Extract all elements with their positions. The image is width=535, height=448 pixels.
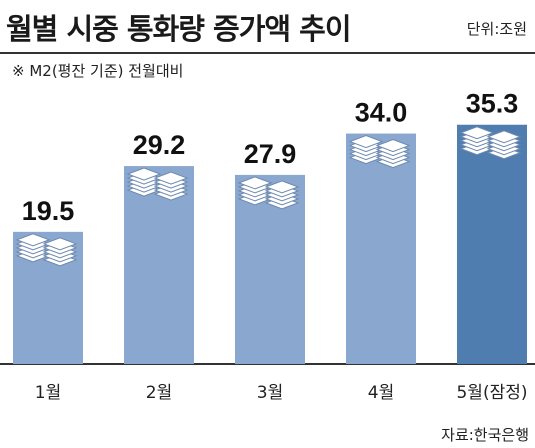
- bar: [457, 124, 527, 364]
- category-label: 3월: [257, 383, 283, 403]
- value-label: 19.5: [22, 196, 75, 226]
- bar: [346, 133, 416, 364]
- bar-group: [13, 231, 83, 364]
- money-stack-icon: [237, 176, 300, 210]
- value-label: 29.2: [133, 130, 186, 160]
- bar-group: [457, 124, 527, 364]
- category-label: 1월: [35, 383, 61, 403]
- chart-subtitle: ※ M2(평잔 기준) 전월대비: [12, 62, 184, 80]
- chart-title: 월별 시중 통화량 증가액 추이: [6, 12, 352, 46]
- title-divider: [0, 52, 535, 54]
- bar: [235, 174, 305, 364]
- bar-group: [346, 133, 416, 364]
- category-label: 2월: [146, 383, 172, 403]
- title-row: 월별 시중 통화량 증가액 추이: [6, 4, 352, 48]
- money-stack-icon: [15, 233, 78, 267]
- money-stack-icon: [348, 135, 411, 169]
- bar-group: [235, 174, 305, 364]
- unit-label: 단위:조원: [466, 20, 527, 38]
- value-label: 35.3: [466, 89, 519, 119]
- bar-group: [124, 166, 194, 364]
- money-stack-icon: [459, 126, 522, 160]
- value-label: 34.0: [355, 98, 408, 128]
- bar: [124, 166, 194, 364]
- money-stack-icon: [126, 167, 189, 201]
- source-note: 자료:한국은행: [441, 426, 529, 444]
- value-label: 27.9: [244, 139, 297, 169]
- category-label: 5월(잠정): [456, 383, 527, 403]
- category-label: 4월: [368, 383, 394, 403]
